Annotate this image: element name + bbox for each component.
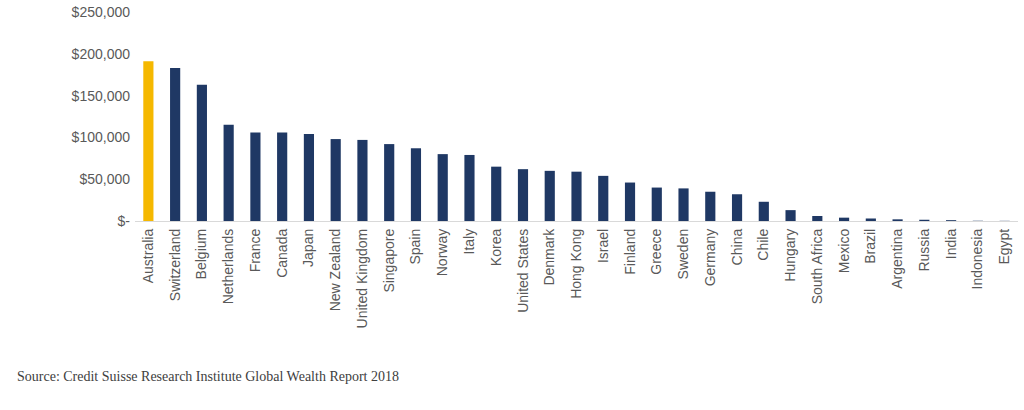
svg-text:Brazil: Brazil [862,229,878,264]
svg-text:China: China [729,229,745,266]
svg-text:Belgium: Belgium [193,229,209,280]
svg-text:Spain: Spain [408,229,424,265]
svg-text:Germany: Germany [702,229,718,287]
svg-text:$50,000: $50,000 [79,171,130,187]
svg-text:Canada: Canada [274,229,290,278]
svg-text:Indonesia: Indonesia [969,229,985,290]
svg-text:Israel: Israel [595,229,611,263]
svg-text:Switzerland: Switzerland [167,229,183,301]
svg-text:South Africa: South Africa [809,229,825,305]
svg-text:$-: $- [118,213,131,229]
svg-text:Argentina: Argentina [889,229,905,289]
svg-text:Russia: Russia [916,229,932,272]
svg-text:Mexico: Mexico [836,229,852,274]
svg-text:India: India [943,229,959,260]
svg-text:Netherlands: Netherlands [220,229,236,304]
svg-text:Korea: Korea [488,229,504,267]
svg-text:France: France [247,229,263,273]
svg-text:Singapore: Singapore [381,229,397,293]
svg-text:$200,000: $200,000 [72,46,131,62]
svg-text:United States: United States [515,229,531,313]
svg-text:Norway: Norway [434,229,450,276]
svg-text:Greece: Greece [648,229,664,275]
svg-text:Denmark: Denmark [541,228,557,286]
svg-text:Sweden: Sweden [675,229,691,280]
svg-text:Hungary: Hungary [782,229,798,282]
svg-text:Egypt: Egypt [996,229,1012,265]
svg-text:United Kingdom: United Kingdom [354,229,370,329]
svg-text:Source: Credit Suisse Research: Source: Credit Suisse Research Institute… [17,369,399,384]
svg-text:Italy: Italy [461,229,477,255]
svg-text:Japan: Japan [300,229,316,267]
svg-text:$150,000: $150,000 [72,88,131,104]
svg-text:New Zealand: New Zealand [327,229,343,311]
svg-text:Hong Kong: Hong Kong [568,229,584,299]
svg-text:$100,000: $100,000 [72,129,131,145]
svg-text:Australia: Australia [140,229,156,284]
svg-text:Finland: Finland [622,229,638,275]
svg-text:Chile: Chile [755,229,771,261]
svg-text:$250,000: $250,000 [72,4,131,20]
